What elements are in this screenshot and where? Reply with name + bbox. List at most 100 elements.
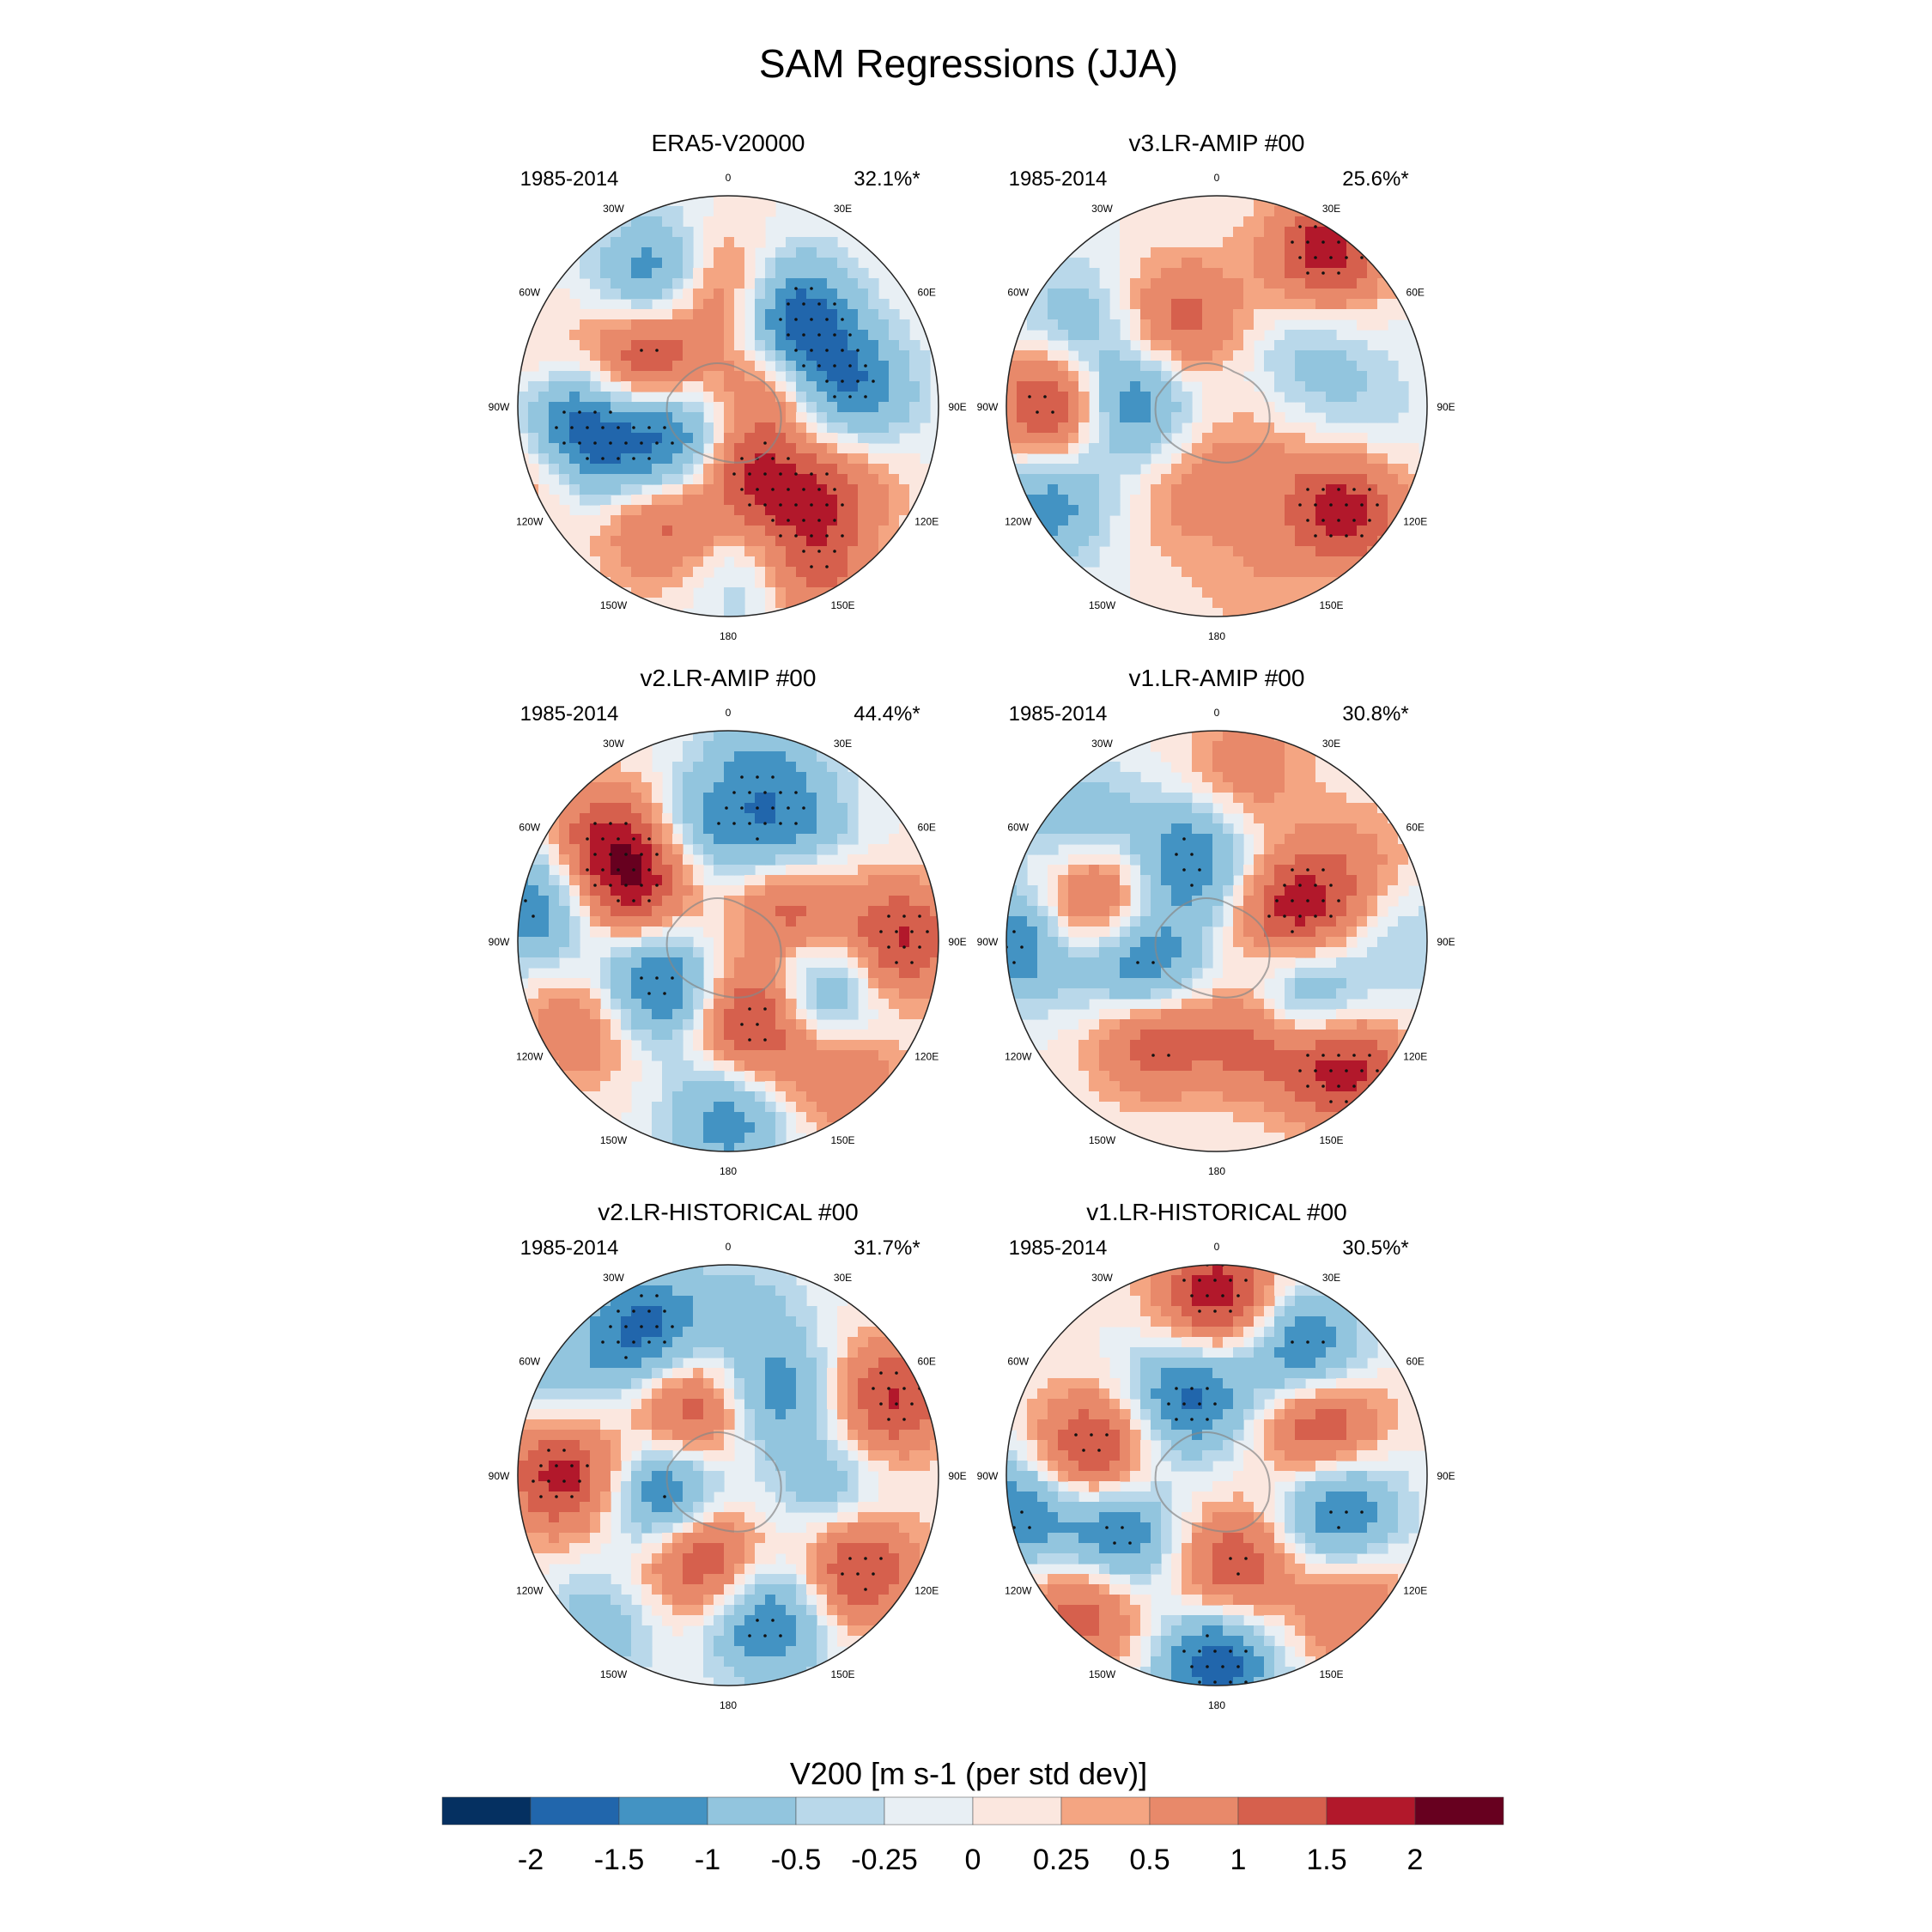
- colorbar-box: [618, 1796, 708, 1826]
- colorbar-box: [1414, 1796, 1504, 1826]
- map-panel-3: v2.LR-AMIP #00 1985-2014 44.4%* 0 30E 60E 90E 1…: [489, 665, 967, 1177]
- map-panel-2: v3.LR-AMIP #00 1985-2014 25.6%* 0 30E 60E 90E 1…: [977, 130, 1455, 642]
- longitude-label: 90E: [1437, 936, 1455, 948]
- longitude-label: 0: [1214, 172, 1220, 184]
- colorbar-tick-label: -0.25: [851, 1844, 918, 1876]
- panel-period: 1985-2014: [520, 1236, 619, 1260]
- longitude-label: 90E: [948, 936, 966, 948]
- longitude-label: 60W: [519, 1356, 540, 1368]
- map-boundary: [517, 195, 939, 617]
- longitude-label: 150E: [830, 1134, 854, 1146]
- longitude-label: 150E: [1319, 599, 1343, 611]
- colorbar-box: [441, 1796, 532, 1826]
- longitude-label: 60W: [519, 287, 540, 299]
- panel-explained-variance: 30.5%*: [1342, 1236, 1408, 1260]
- colorbar-tick-labels: -2 -1.5 -1 -0.5 -0.25 0 0.25 0.5 1 1.5 2: [518, 1844, 1424, 1876]
- panel-title: v1.LR-AMIP #00: [1129, 665, 1305, 691]
- colorbar-box: [1060, 1796, 1151, 1826]
- map-panels: ERA5-V20000 1985-2014 32.1%* 0 30E 60E 90E 120E…: [489, 130, 1455, 1711]
- map-boundary: [1005, 730, 1428, 1152]
- colorbar-box: [707, 1796, 797, 1826]
- map-panel-4: v1.LR-AMIP #00 1985-2014 30.8%* 0 30E 60E 90E 1…: [977, 665, 1455, 1177]
- longitude-label: 150E: [830, 1668, 854, 1680]
- longitude-label: 60E: [918, 1356, 936, 1368]
- longitude-label: 180: [1208, 630, 1225, 642]
- colorbar-tick-label: -1.5: [594, 1844, 645, 1876]
- longitude-label: 0: [726, 172, 732, 184]
- longitude-label: 30E: [834, 203, 852, 215]
- longitude-label: 150E: [830, 599, 854, 611]
- antarctica-coastline: [1154, 362, 1271, 464]
- map-boundary: [517, 1264, 939, 1686]
- longitude-label: 120E: [1403, 516, 1427, 528]
- longitude-label: 180: [720, 630, 737, 642]
- longitude-label: 30W: [1091, 203, 1113, 215]
- colorbar: V200 [m s-1 (per std dev)] -2 -1.5 -1 -0.5-…: [441, 1756, 1504, 1876]
- colorbar-tick-label: -1: [695, 1844, 720, 1876]
- colorbar-box: [972, 1796, 1062, 1826]
- map-panel-1: ERA5-V20000 1985-2014 32.1%* 0 30E 60E 90E 120E…: [489, 130, 967, 642]
- longitude-label: 0: [726, 707, 732, 719]
- longitude-label: 90W: [489, 401, 510, 413]
- longitude-label: 120E: [914, 1585, 939, 1597]
- longitude-label: 180: [1208, 1699, 1225, 1711]
- panel-title: v3.LR-AMIP #00: [1129, 130, 1305, 156]
- map-panel-6: v1.LR-HISTORICAL #00 1985-2014 30.5%* 0 30E 6…: [977, 1199, 1455, 1711]
- longitude-label: 120W: [516, 1585, 544, 1597]
- map-panel-5: v2.LR-HISTORICAL #00 1985-2014 31.7%* 0 30E 6…: [489, 1199, 967, 1711]
- longitude-label: 60E: [1406, 822, 1425, 834]
- longitude-label: 150W: [1089, 599, 1116, 611]
- longitude-label: 30W: [603, 1272, 624, 1284]
- longitude-label: 30E: [1322, 203, 1340, 215]
- longitude-label: 150E: [1319, 1668, 1343, 1680]
- antarctica-coastline: [1154, 897, 1271, 999]
- panel-title: ERA5-V20000: [651, 130, 805, 156]
- longitude-label: 30W: [603, 738, 624, 750]
- longitude-label: 60E: [1406, 1356, 1425, 1368]
- v200-field-3: [518, 731, 939, 1151]
- longitude-label: 180: [1208, 1165, 1225, 1177]
- panel-period: 1985-2014: [1009, 702, 1108, 726]
- map-boundary: [517, 730, 939, 1152]
- longitude-label: 60E: [918, 287, 936, 299]
- longitude-label: 30E: [834, 738, 852, 750]
- colorbar-tick-label: 2: [1407, 1844, 1424, 1876]
- longitude-label: 150W: [600, 1134, 628, 1146]
- longitude-label: 60E: [918, 822, 936, 834]
- antarctica-coastline: [1154, 1431, 1271, 1533]
- colorbar-box: [1237, 1796, 1327, 1826]
- antarctica-coastline: [665, 362, 782, 464]
- v200-field-4: [1006, 731, 1427, 1151]
- longitude-label: 120W: [1005, 1051, 1032, 1063]
- panel-explained-variance: 32.1%*: [854, 167, 920, 191]
- map-boundary: [1005, 1264, 1428, 1686]
- colorbar-box: [530, 1796, 620, 1826]
- figure-title: SAM Regressions (JJA): [759, 41, 1178, 86]
- longitude-label: 30W: [603, 203, 624, 215]
- colorbar-tick-label: -2: [518, 1844, 544, 1876]
- longitude-label: 90W: [977, 1470, 999, 1482]
- longitude-label: 120W: [516, 516, 544, 528]
- antarctica-coastline: [665, 897, 782, 999]
- longitude-label: 30W: [1091, 1272, 1113, 1284]
- panel-explained-variance: 44.4%*: [854, 702, 920, 726]
- longitude-label: 90E: [948, 401, 966, 413]
- panel-title: v1.LR-HISTORICAL #00: [1086, 1199, 1346, 1225]
- colorbar-box: [884, 1796, 974, 1826]
- antarctica-coastline: [665, 1431, 782, 1533]
- longitude-label: 120E: [1403, 1051, 1427, 1063]
- longitude-label: 30E: [1322, 1272, 1340, 1284]
- significance-stipple-1: [555, 287, 875, 568]
- longitude-label: 150W: [1089, 1668, 1116, 1680]
- longitude-label: 120W: [1005, 516, 1032, 528]
- longitude-label: 120W: [516, 1051, 544, 1063]
- longitude-label: 90E: [948, 1470, 966, 1482]
- panel-period: 1985-2014: [1009, 1236, 1108, 1260]
- longitude-label: 30W: [1091, 738, 1113, 750]
- colorbar-tick-label: 0.25: [1033, 1844, 1090, 1876]
- longitude-label: 180: [720, 1165, 737, 1177]
- longitude-label: 60W: [1007, 287, 1029, 299]
- v200-field-5: [518, 1265, 939, 1686]
- longitude-label: 60W: [519, 822, 540, 834]
